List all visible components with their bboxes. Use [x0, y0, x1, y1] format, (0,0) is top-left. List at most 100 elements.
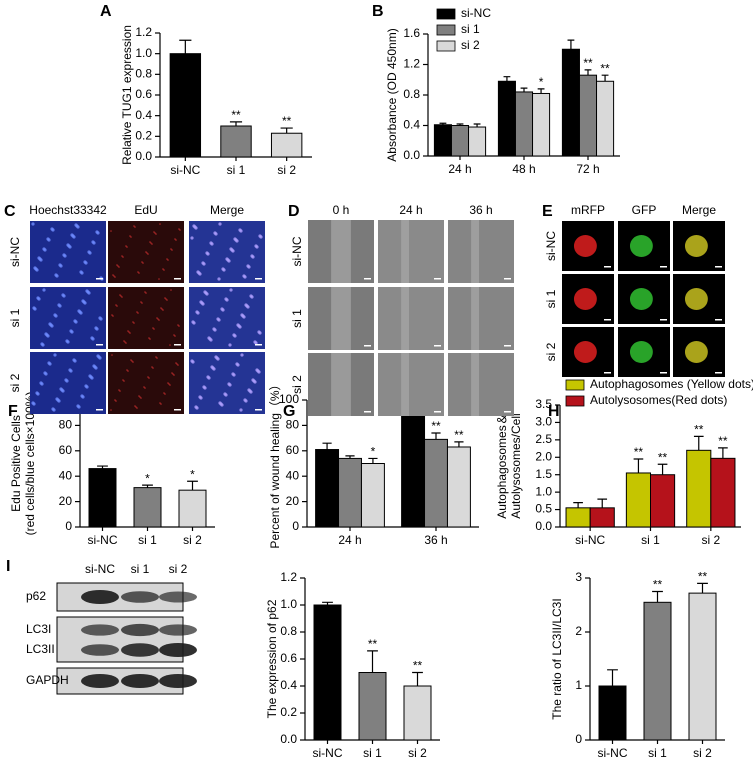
cell [170, 248, 172, 250]
cell [119, 294, 121, 296]
error-bar [584, 69, 592, 76]
bar [315, 449, 340, 528]
cell [172, 373, 174, 375]
wound-gap [401, 220, 410, 283]
significance-label: ** [431, 419, 441, 433]
x-tick-label: si 1 [648, 746, 667, 758]
cell [159, 402, 161, 404]
bar [625, 472, 651, 528]
bar [270, 132, 303, 158]
x-tick-label: si-NC [598, 746, 628, 758]
cell [55, 397, 59, 401]
cell [212, 327, 216, 331]
scale-bar [96, 344, 103, 346]
bar [532, 92, 551, 157]
bar [450, 125, 470, 157]
cell [131, 360, 133, 362]
y-tick-label: 60 [286, 443, 300, 457]
cell [59, 387, 63, 391]
cell [236, 323, 240, 327]
scale-bar [660, 319, 667, 321]
cell [166, 258, 168, 260]
y-axis-label: Autolysosomes/Cell [509, 413, 523, 518]
cell [68, 368, 72, 372]
cell [53, 353, 57, 357]
cell [629, 288, 653, 310]
scale-bar [255, 409, 262, 411]
bar [446, 446, 471, 528]
y-tick-label: 0 [575, 732, 582, 746]
cell [94, 326, 98, 330]
cell [111, 354, 113, 356]
cell [163, 269, 165, 271]
cell [155, 233, 157, 235]
row-label: si-NC [290, 236, 304, 266]
cell [80, 394, 84, 398]
bar [424, 438, 448, 528]
y-tick-label: 0.4 [280, 678, 297, 692]
cell [84, 384, 88, 388]
cell [116, 305, 118, 307]
cell [150, 242, 152, 244]
cell [213, 231, 217, 235]
cell [143, 386, 145, 388]
cell [169, 384, 171, 386]
cell [209, 241, 213, 245]
cell [190, 359, 194, 363]
cell [202, 385, 206, 389]
cell [135, 406, 137, 408]
cell [144, 387, 146, 389]
y-tick-label: 0.2 [280, 705, 297, 719]
cell [629, 341, 653, 363]
panel-label: B [372, 3, 384, 20]
scale-bar [364, 345, 371, 347]
panel-label: C [4, 203, 16, 220]
y-tick-label: 0.2 [135, 129, 152, 143]
x-tick-label: si 2 [701, 533, 720, 547]
row-label: si 1 [544, 289, 558, 308]
cell [151, 243, 153, 245]
cell [121, 255, 123, 257]
cell [257, 330, 261, 334]
micrograph [378, 287, 444, 350]
significance-label: * [371, 445, 376, 459]
y-tick-label: 0.4 [135, 108, 152, 122]
error-bar [503, 76, 511, 82]
panel-label: D [288, 203, 300, 220]
cell [148, 337, 150, 339]
blot-band [121, 591, 159, 603]
y-tick-label: 1.2 [403, 57, 420, 71]
cell [218, 401, 222, 405]
cell [153, 231, 155, 233]
micrograph [378, 353, 444, 416]
row-label: si-NC [8, 237, 22, 267]
error-bar [601, 74, 609, 82]
cell [244, 303, 248, 307]
column-label: 36 h [469, 203, 492, 217]
cell [148, 377, 150, 379]
y-tick-label: 0.0 [135, 149, 152, 163]
cell [253, 340, 257, 344]
cell [240, 353, 244, 357]
error-bar [607, 669, 618, 686]
bar [433, 124, 452, 157]
legend-label: si 1 [461, 22, 480, 36]
cell [110, 230, 112, 232]
cell [130, 236, 132, 238]
wound-gap [471, 353, 480, 416]
scale-bar [434, 411, 441, 413]
bar [643, 601, 672, 741]
cell [179, 229, 181, 231]
y-axis-label: Percent of wound healing（%） [268, 378, 282, 548]
wound-gap [331, 287, 351, 350]
bar [403, 685, 432, 741]
cell [88, 374, 92, 378]
cell [69, 329, 73, 333]
bar [589, 507, 615, 528]
y-tick-label: 0.5 [535, 502, 552, 516]
cell [190, 236, 194, 240]
cell [684, 288, 708, 310]
blot-band [121, 623, 159, 637]
cell [243, 398, 247, 402]
column-label: Merge [682, 203, 716, 217]
